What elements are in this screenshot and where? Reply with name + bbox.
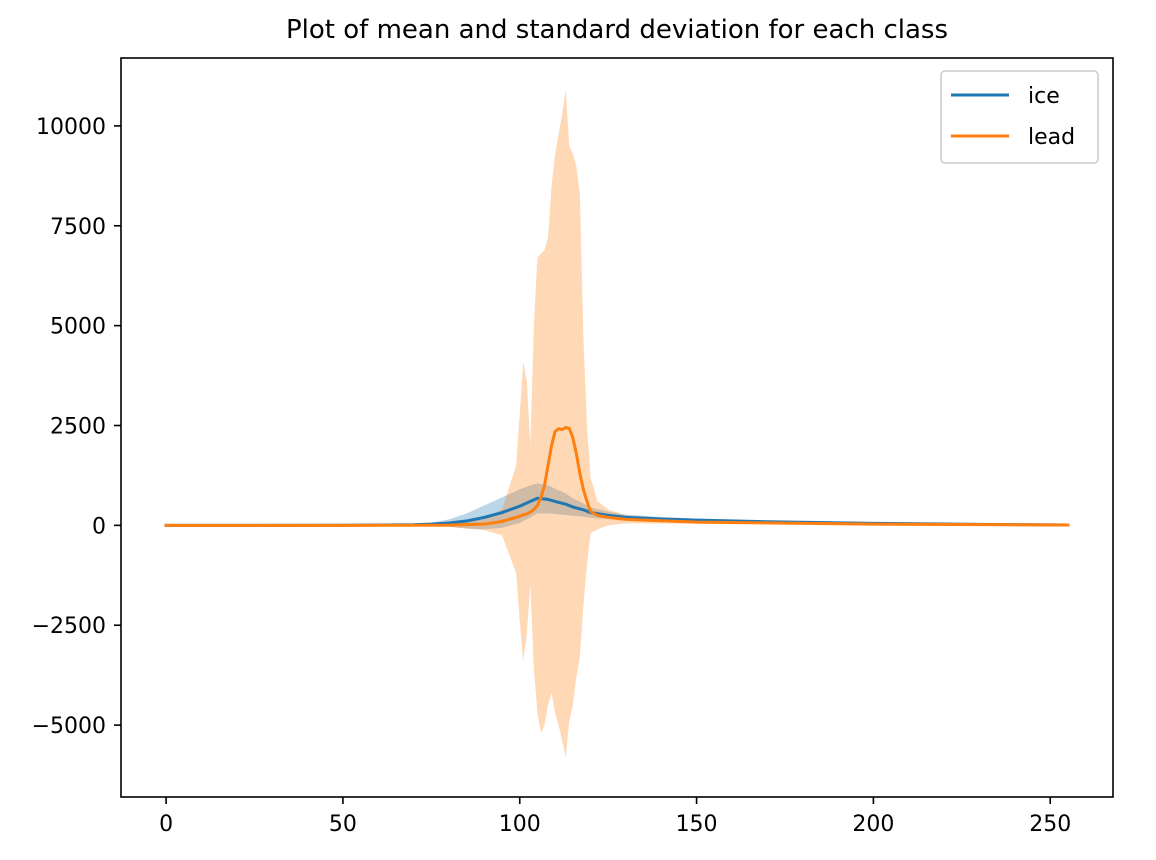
y-tick-label: 2500: [50, 415, 106, 440]
y-tick-label: 5000: [50, 315, 106, 340]
mean-line-lead: [164, 426, 1070, 527]
std-bands: [166, 89, 1068, 758]
y-tick-label: −5000: [32, 714, 106, 739]
x-tick-label: 0: [159, 812, 173, 837]
legend: ice lead: [940, 70, 1099, 164]
y-tick-label: 0: [92, 514, 106, 539]
x-tick-label: 50: [329, 812, 357, 837]
legend-label-ice: ice: [1028, 84, 1060, 109]
plot-frame: [120, 57, 1114, 798]
y-tick-label: 7500: [50, 215, 106, 240]
x-tick-label: 100: [499, 812, 541, 837]
std-band-lead: [166, 89, 1068, 758]
y-tick-label: −2500: [32, 614, 106, 639]
x-axis: 0 50 100 150 200 250: [159, 797, 1071, 837]
mean-lines: [164, 426, 1070, 527]
legend-label-lead: lead: [1028, 125, 1075, 150]
chart-title: Plot of mean and standard deviation for …: [286, 15, 948, 45]
y-tick-label: 10000: [36, 115, 106, 140]
x-tick-label: 250: [1029, 812, 1071, 837]
mean-line-ice: [164, 496, 1070, 527]
y-axis: −5000 −2500 0 2500 5000 7500 10000: [32, 115, 121, 739]
x-tick-label: 200: [852, 812, 894, 837]
x-tick-label: 150: [676, 812, 718, 837]
